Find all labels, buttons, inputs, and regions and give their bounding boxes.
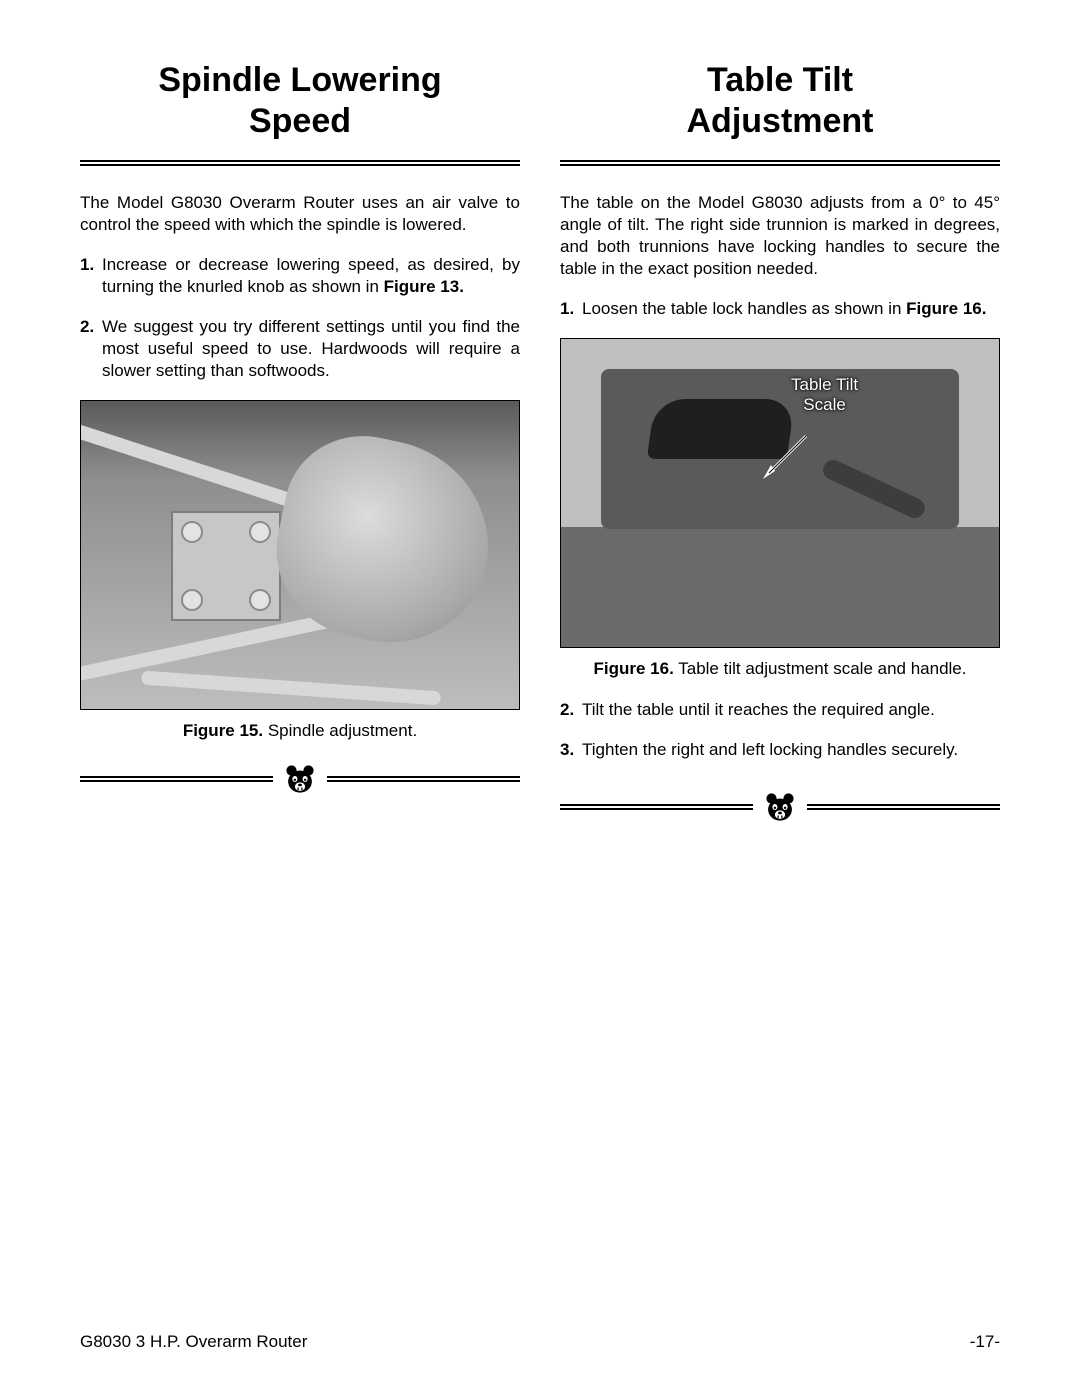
figure-15-caption: Figure 15. Spindle adjustment.: [80, 720, 520, 741]
step-number: 3.: [560, 739, 582, 761]
figure-15-caption-rest: Spindle adjustment.: [263, 721, 417, 740]
divider-line: [807, 804, 1000, 810]
right-step-3: 3. Tighten the right and left locking ha…: [560, 739, 1000, 761]
right-title: Table Tilt Adjustment: [560, 60, 1000, 142]
figure-15-caption-bold: Figure 15.: [183, 721, 263, 740]
left-divider: [80, 762, 520, 796]
bear-icon: [283, 762, 317, 796]
right-intro: The table on the Model G8030 adjusts fro…: [560, 192, 1000, 280]
step-bold: Figure 16.: [906, 299, 986, 318]
step-body: We suggest you try different settings un…: [102, 316, 520, 382]
step-body: Tilt the table until it reaches the requ…: [582, 699, 1000, 721]
step-text: We suggest you try different settings un…: [102, 317, 520, 380]
figure-16-label-line2: Scale: [803, 395, 846, 414]
step-text: Tighten the right and left locking handl…: [582, 740, 958, 759]
divider-line: [327, 776, 520, 782]
footer-left: G8030 3 H.P. Overarm Router: [80, 1332, 307, 1352]
figure-16: Table Tilt Scale: [560, 338, 1000, 648]
figure-16-caption: Figure 16. Table tilt adjustment scale a…: [560, 658, 1000, 679]
left-intro: The Model G8030 Overarm Router uses an a…: [80, 192, 520, 236]
figure-16-caption-bold: Figure 16.: [594, 659, 674, 678]
step-body: Increase or decrease lowering speed, as …: [102, 254, 520, 298]
step-bold: Figure 13.: [384, 277, 464, 296]
right-step-2: 2. Tilt the table until it reaches the r…: [560, 699, 1000, 721]
step-number: 1.: [560, 298, 582, 320]
figure-16-label: Table Tilt Scale: [791, 375, 858, 414]
bear-icon: [763, 790, 797, 824]
step-number: 2.: [560, 699, 582, 721]
right-divider: [560, 790, 1000, 824]
figure-16-base: [561, 527, 999, 647]
divider-line: [80, 776, 273, 782]
step-body: Tighten the right and left locking handl…: [582, 739, 1000, 761]
page-columns: Spindle Lowering Speed The Model G8030 O…: [80, 60, 1000, 824]
step-number: 1.: [80, 254, 102, 298]
left-step-1: 1. Increase or decrease lowering speed, …: [80, 254, 520, 298]
step-text: Tilt the table until it reaches the requ…: [582, 700, 935, 719]
left-title-line2: Speed: [249, 102, 351, 140]
figure-15: [80, 400, 520, 710]
figure-16-caption-rest: Table tilt adjustment scale and handle.: [674, 659, 967, 678]
left-title: Spindle Lowering Speed: [80, 60, 520, 142]
step-number: 2.: [80, 316, 102, 382]
left-step-2: 2. We suggest you try different settings…: [80, 316, 520, 382]
figure-16-label-line1: Table Tilt: [791, 375, 858, 394]
step-body: Loosen the table lock handles as shown i…: [582, 298, 1000, 320]
footer-page-number: -17-: [970, 1332, 1000, 1352]
right-title-line2: Adjustment: [687, 102, 874, 140]
right-title-line1: Table Tilt: [707, 61, 853, 99]
right-title-rule: [560, 160, 1000, 166]
divider-line: [560, 804, 753, 810]
step-text: Loosen the table lock handles as shown i…: [582, 299, 906, 318]
left-column: Spindle Lowering Speed The Model G8030 O…: [80, 60, 520, 824]
right-step-1: 1. Loosen the table lock handles as show…: [560, 298, 1000, 320]
left-title-line1: Spindle Lowering: [158, 61, 441, 99]
right-column: Table Tilt Adjustment The table on the M…: [560, 60, 1000, 824]
figure-16-arrow-icon: [761, 431, 811, 481]
page-footer: G8030 3 H.P. Overarm Router -17-: [80, 1332, 1000, 1352]
left-title-rule: [80, 160, 520, 166]
